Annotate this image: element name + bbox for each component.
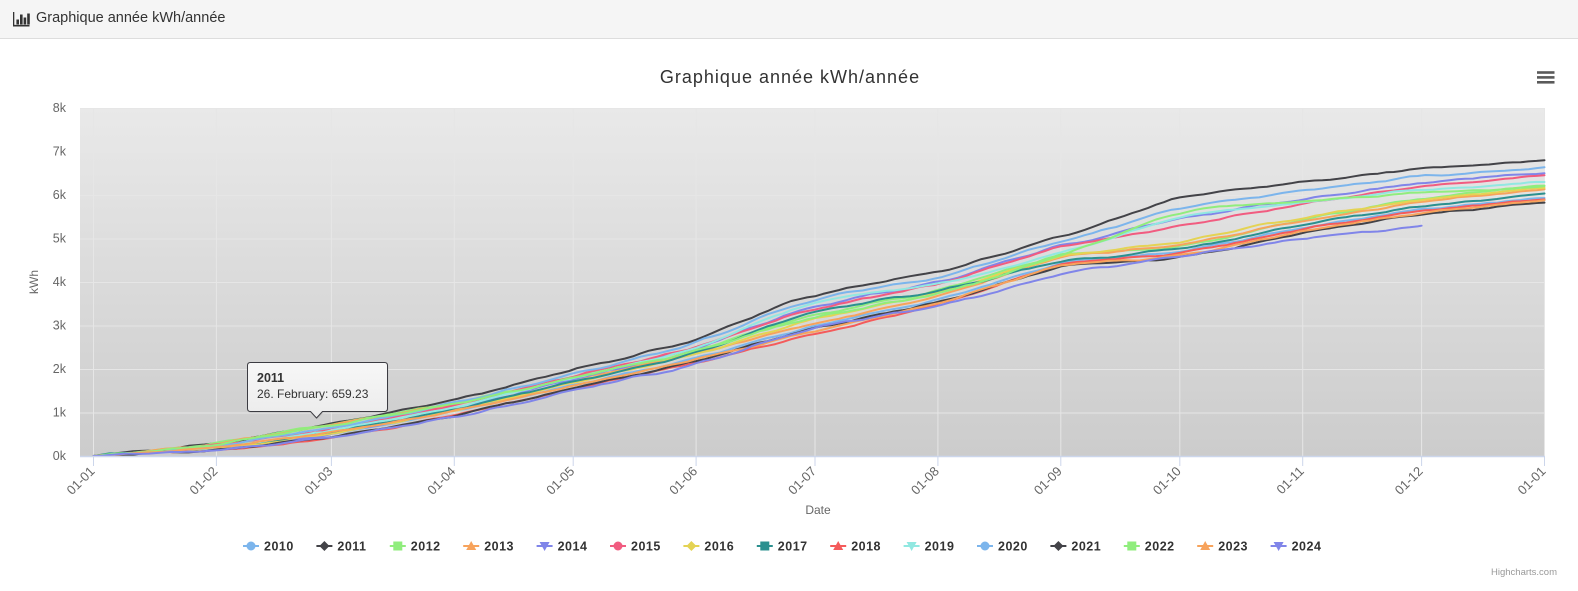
- svg-text:01-07: 01-07: [785, 464, 819, 498]
- svg-text:1k: 1k: [53, 406, 67, 420]
- svg-text:01-06: 01-06: [666, 464, 700, 498]
- svg-text:01-11: 01-11: [1273, 464, 1306, 497]
- svg-text:01-08: 01-08: [908, 464, 942, 498]
- svg-text:01-10: 01-10: [1150, 464, 1184, 498]
- svg-text:2022: 2022: [1145, 540, 1175, 554]
- svg-text:2024: 2024: [1292, 540, 1322, 554]
- svg-text:2013: 2013: [484, 540, 514, 554]
- svg-text:7k: 7k: [53, 145, 67, 159]
- svg-text:8k: 8k: [53, 101, 67, 115]
- svg-text:2012: 2012: [411, 540, 441, 554]
- svg-text:Highcharts.com: Highcharts.com: [1491, 567, 1557, 578]
- svg-text:6k: 6k: [53, 188, 67, 202]
- svg-text:2011: 2011: [257, 371, 284, 385]
- svg-text:01-12: 01-12: [1392, 464, 1426, 498]
- svg-text:01-09: 01-09: [1031, 464, 1065, 498]
- svg-text:01-02: 01-02: [186, 464, 220, 498]
- svg-text:2011: 2011: [337, 540, 366, 554]
- svg-text:2021: 2021: [1071, 540, 1101, 554]
- svg-text:3k: 3k: [53, 319, 67, 333]
- svg-text:2010: 2010: [264, 540, 294, 554]
- svg-text:01-03: 01-03: [301, 464, 335, 498]
- svg-text:01-01: 01-01: [64, 464, 98, 498]
- svg-text:Date: Date: [805, 503, 831, 517]
- svg-text:2k: 2k: [53, 362, 67, 376]
- svg-text:01-05: 01-05: [543, 464, 577, 498]
- svg-text:4k: 4k: [53, 275, 67, 289]
- svg-text:2016: 2016: [704, 540, 734, 554]
- svg-text:2019: 2019: [925, 540, 955, 554]
- svg-text:01-04: 01-04: [424, 464, 458, 498]
- svg-text:26. February: 659.23: 26. February: 659.23: [257, 387, 369, 401]
- svg-text:2018: 2018: [851, 540, 881, 554]
- svg-text:01-01: 01-01: [1515, 464, 1549, 498]
- svg-text:2020: 2020: [998, 540, 1028, 554]
- svg-text:5k: 5k: [53, 232, 67, 246]
- svg-text:2014: 2014: [558, 540, 588, 554]
- svg-text:0k: 0k: [53, 449, 67, 463]
- svg-text:kWh: kWh: [27, 270, 41, 294]
- svg-text:2023: 2023: [1218, 540, 1248, 554]
- svg-text:2015: 2015: [631, 540, 661, 554]
- svg-text:2017: 2017: [778, 540, 808, 554]
- svg-text:Graphique année kWh/année: Graphique année kWh/année: [660, 67, 920, 87]
